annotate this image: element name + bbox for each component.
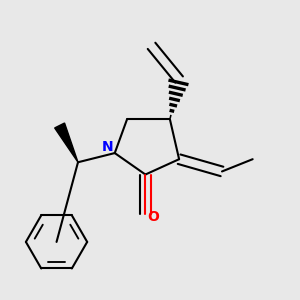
Polygon shape xyxy=(55,123,78,162)
Text: N: N xyxy=(101,140,113,154)
Text: O: O xyxy=(147,210,159,224)
